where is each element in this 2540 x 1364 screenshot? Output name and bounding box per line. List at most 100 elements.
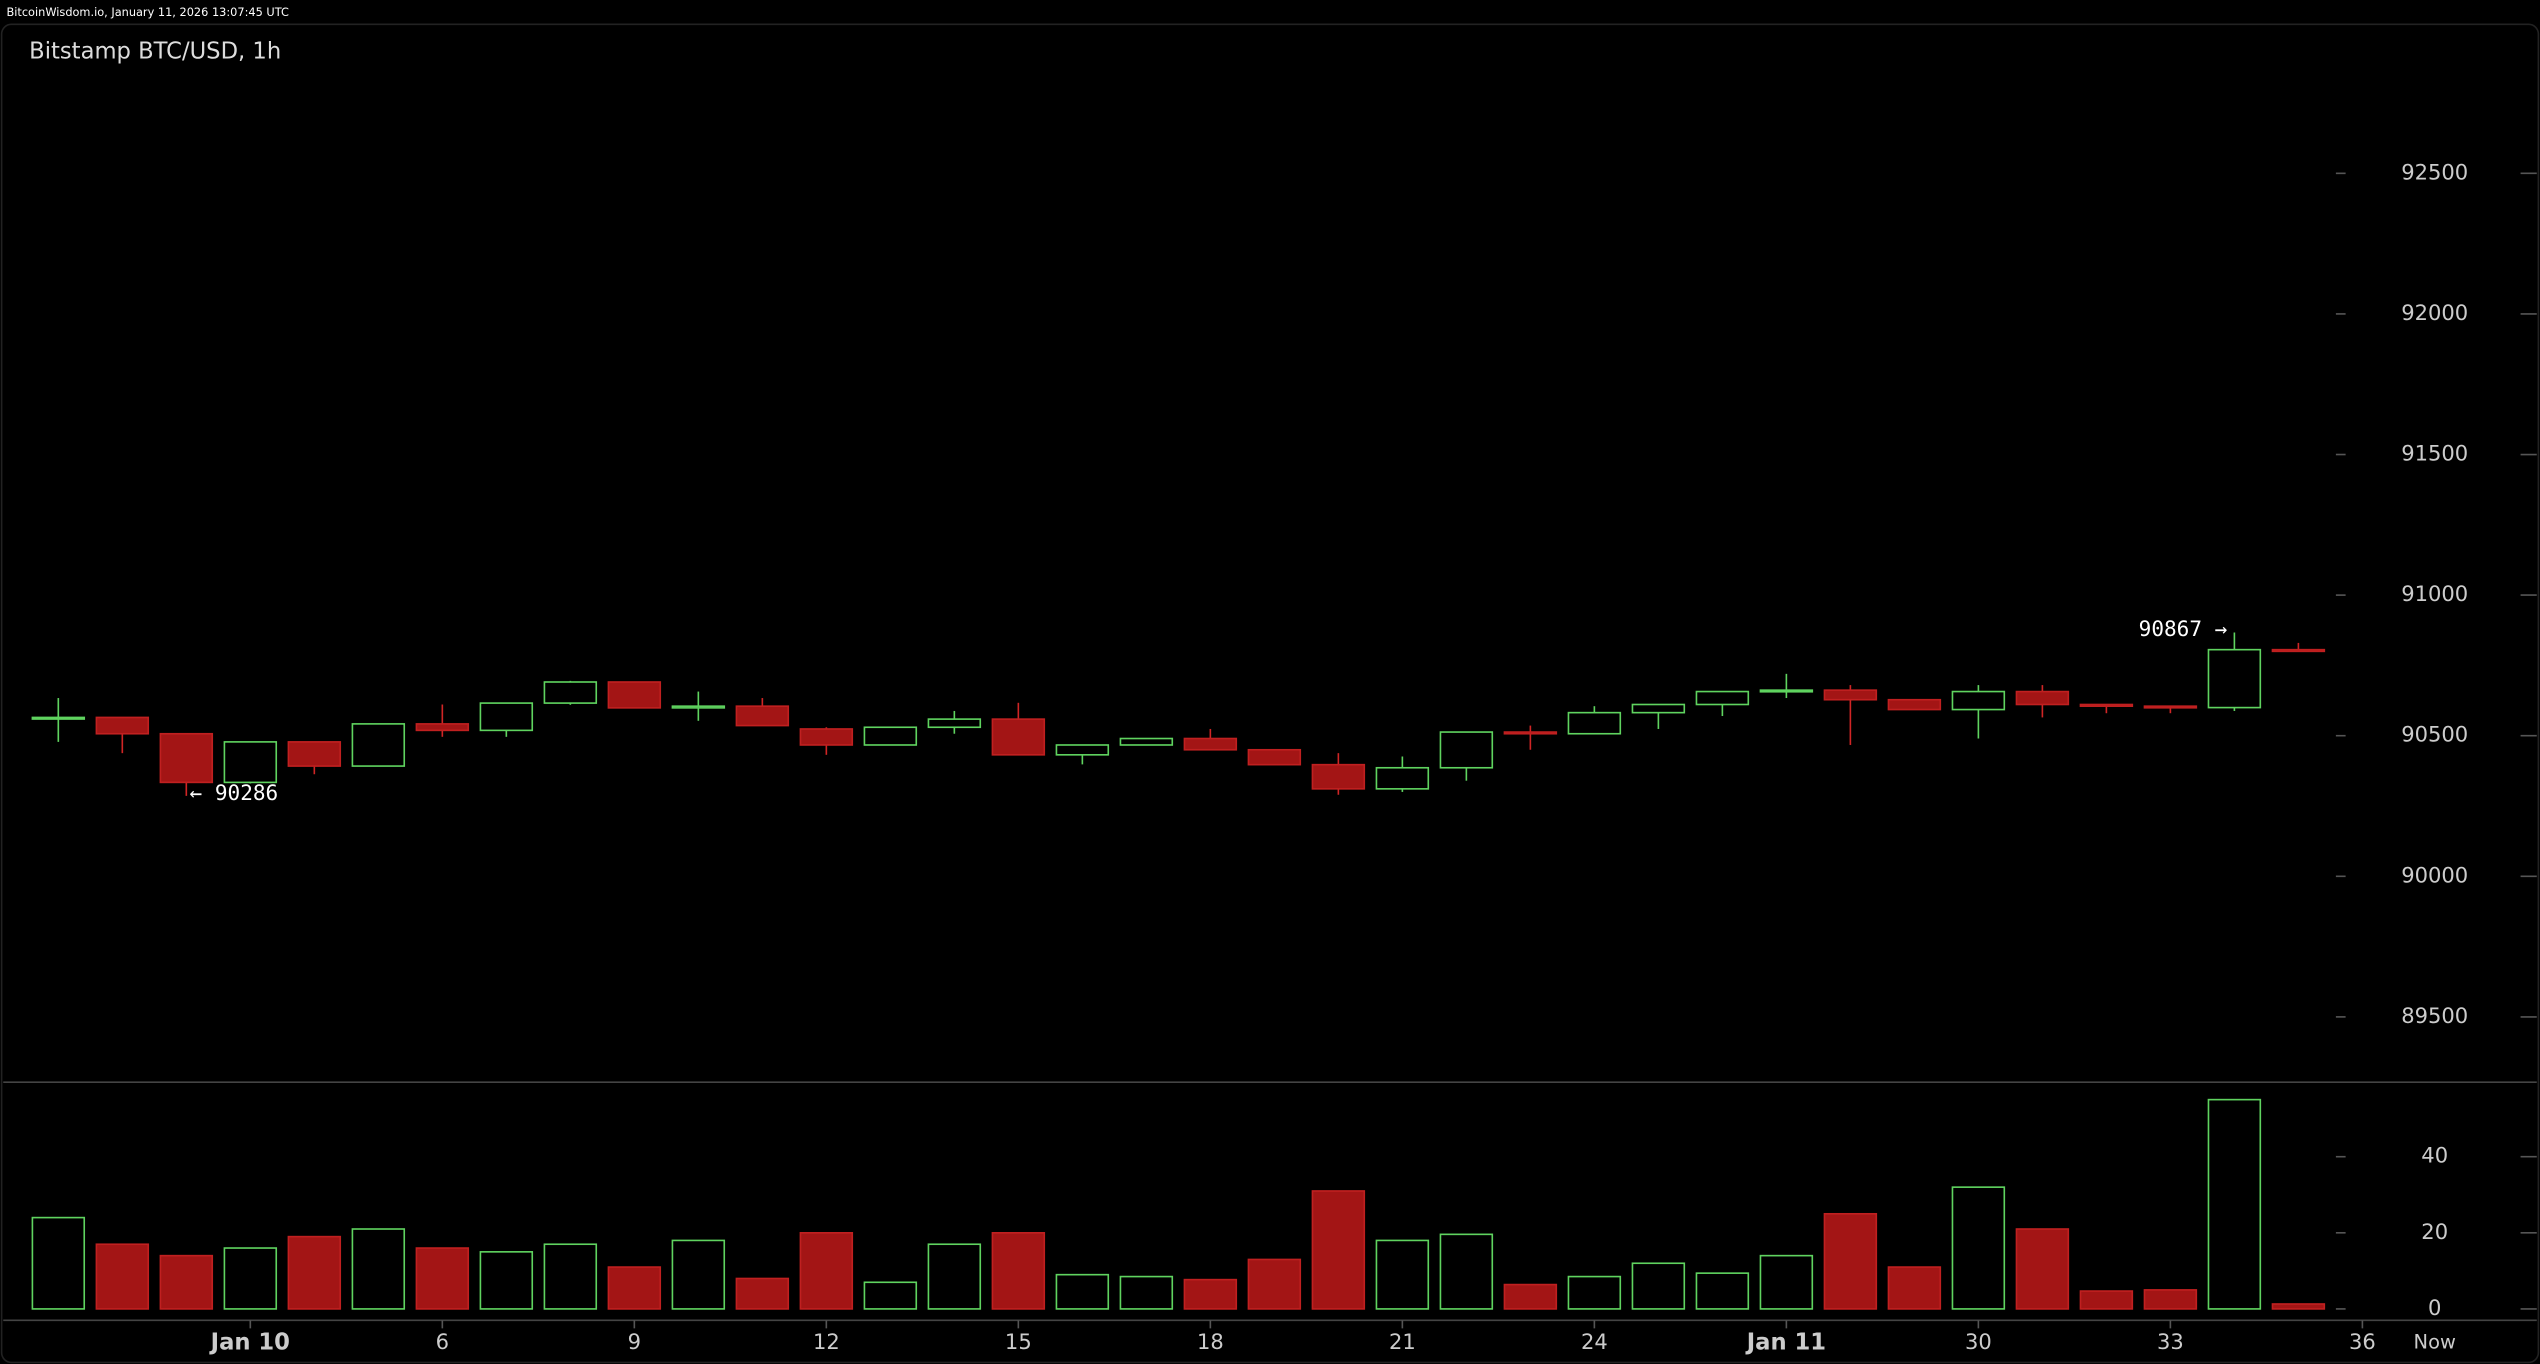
candle-body: [1951, 690, 2006, 711]
volume-bar: [1759, 1254, 1814, 1310]
volume-bar: [1823, 1212, 1878, 1310]
candle-body: [2271, 648, 2326, 653]
y-tick-label: 91500: [2401, 441, 2468, 466]
volume-bar: [2271, 1303, 2326, 1310]
candle-body: [479, 702, 534, 732]
candle-body: [1695, 690, 1750, 706]
volume-bar: [2079, 1290, 2134, 1310]
x-tick-label: 6: [436, 1329, 449, 1354]
volume-bar: [1247, 1258, 1302, 1310]
volume-bar: [2015, 1228, 2070, 1310]
volume-bar: [287, 1235, 342, 1310]
candle-body: [1119, 737, 1174, 746]
volume-bar: [1503, 1283, 1558, 1310]
now-label: Now: [2414, 1330, 2456, 1353]
candle-body: [1183, 737, 1238, 751]
volume-bar: [607, 1266, 662, 1310]
chart-frame: [0, 23, 2540, 1364]
candle-body: [1567, 711, 1622, 735]
x-tick-label: Jan 10: [209, 1329, 290, 1355]
candle-body: [927, 718, 982, 729]
y-tick-label: 92000: [2401, 300, 2468, 325]
candle-body: [543, 681, 598, 704]
y-tick-label: 91000: [2401, 581, 2468, 606]
candle-body: [799, 728, 854, 746]
volume-bar: [1375, 1239, 1430, 1310]
volume-bar: [991, 1232, 1046, 1310]
y2-tick-label: 40: [2421, 1143, 2448, 1168]
candle-body: [1759, 689, 1814, 693]
candle-body: [31, 716, 86, 720]
candle-body: [2015, 690, 2070, 706]
candle-body: [2079, 703, 2134, 707]
volume-bar: [415, 1247, 470, 1310]
x-tick-label: 18: [1197, 1329, 1224, 1354]
candle-body: [1631, 703, 1686, 714]
volume-bar: [543, 1243, 598, 1310]
candle-body: [1311, 763, 1366, 790]
volume-bar: [2143, 1289, 2198, 1310]
x-tick-label: 15: [1005, 1329, 1032, 1354]
header-text: BitcoinWisdom.io, January 11, 2026 13:07…: [6, 5, 288, 19]
x-tick-label: 30: [1965, 1329, 1992, 1354]
x-tick-label: Jan 11: [1745, 1329, 1826, 1355]
low-annotation: ← 90286: [190, 780, 279, 805]
candle-body: [671, 705, 726, 709]
candle-body: [735, 705, 790, 727]
candle-body: [1823, 689, 1878, 701]
volume-bar: [1695, 1272, 1750, 1310]
x-tick-label: 21: [1389, 1329, 1416, 1354]
x-tick-label: 24: [1581, 1329, 1608, 1354]
y-tick-label: 89500: [2401, 1003, 2468, 1028]
candle-body: [1439, 731, 1494, 769]
volume-bar: [159, 1254, 214, 1310]
volume-bar: [1311, 1190, 1366, 1310]
volume-bar: [479, 1251, 534, 1310]
candle-body: [159, 732, 214, 784]
volume-bar: [927, 1243, 982, 1310]
volume-bar: [31, 1216, 86, 1310]
candle-body: [1887, 698, 1942, 711]
candle-body: [95, 716, 150, 735]
volume-bar: [799, 1232, 854, 1310]
y-tick-label: 90500: [2401, 722, 2468, 747]
x-tick-label: 36: [2349, 1329, 2376, 1354]
volume-bar: [1631, 1262, 1686, 1310]
volume-bar: [1439, 1233, 1494, 1310]
candle-body: [287, 741, 342, 767]
volume-bar: [2207, 1098, 2262, 1310]
x-tick-label: 33: [2157, 1329, 2184, 1354]
high-annotation: 90867 →: [2139, 616, 2228, 641]
candle-body: [1375, 766, 1430, 790]
volume-bar: [1951, 1186, 2006, 1310]
chart-title: Bitstamp BTC/USD, 1h: [29, 38, 281, 64]
candle-body: [1055, 744, 1110, 756]
candle-body: [1247, 748, 1302, 766]
candle-body: [223, 741, 278, 784]
x-tick-label: 9: [628, 1329, 641, 1354]
candle-body: [351, 723, 406, 767]
candle-body: [2207, 648, 2262, 709]
candle-body: [863, 726, 918, 746]
y2-tick-label: 20: [2421, 1219, 2448, 1244]
volume-bar: [671, 1239, 726, 1310]
candle-body: [1503, 731, 1558, 735]
candle-body: [415, 723, 470, 732]
volume-bar: [1055, 1273, 1110, 1310]
candle-body: [2143, 705, 2198, 709]
volume-bar: [863, 1281, 918, 1310]
volume-bar: [1183, 1278, 1238, 1310]
volume-bar: [95, 1243, 150, 1310]
volume-bar: [735, 1277, 790, 1310]
volume-bar: [1887, 1266, 1942, 1310]
candle-body: [991, 718, 1046, 756]
y-tick-label: 90000: [2401, 862, 2468, 887]
volume-bar: [351, 1228, 406, 1310]
volume-bar: [223, 1247, 278, 1310]
volume-bar: [1567, 1275, 1622, 1310]
volume-bar: [1119, 1275, 1174, 1310]
y2-tick-label: 0: [2428, 1295, 2441, 1320]
y-tick-label: 92500: [2401, 159, 2468, 184]
